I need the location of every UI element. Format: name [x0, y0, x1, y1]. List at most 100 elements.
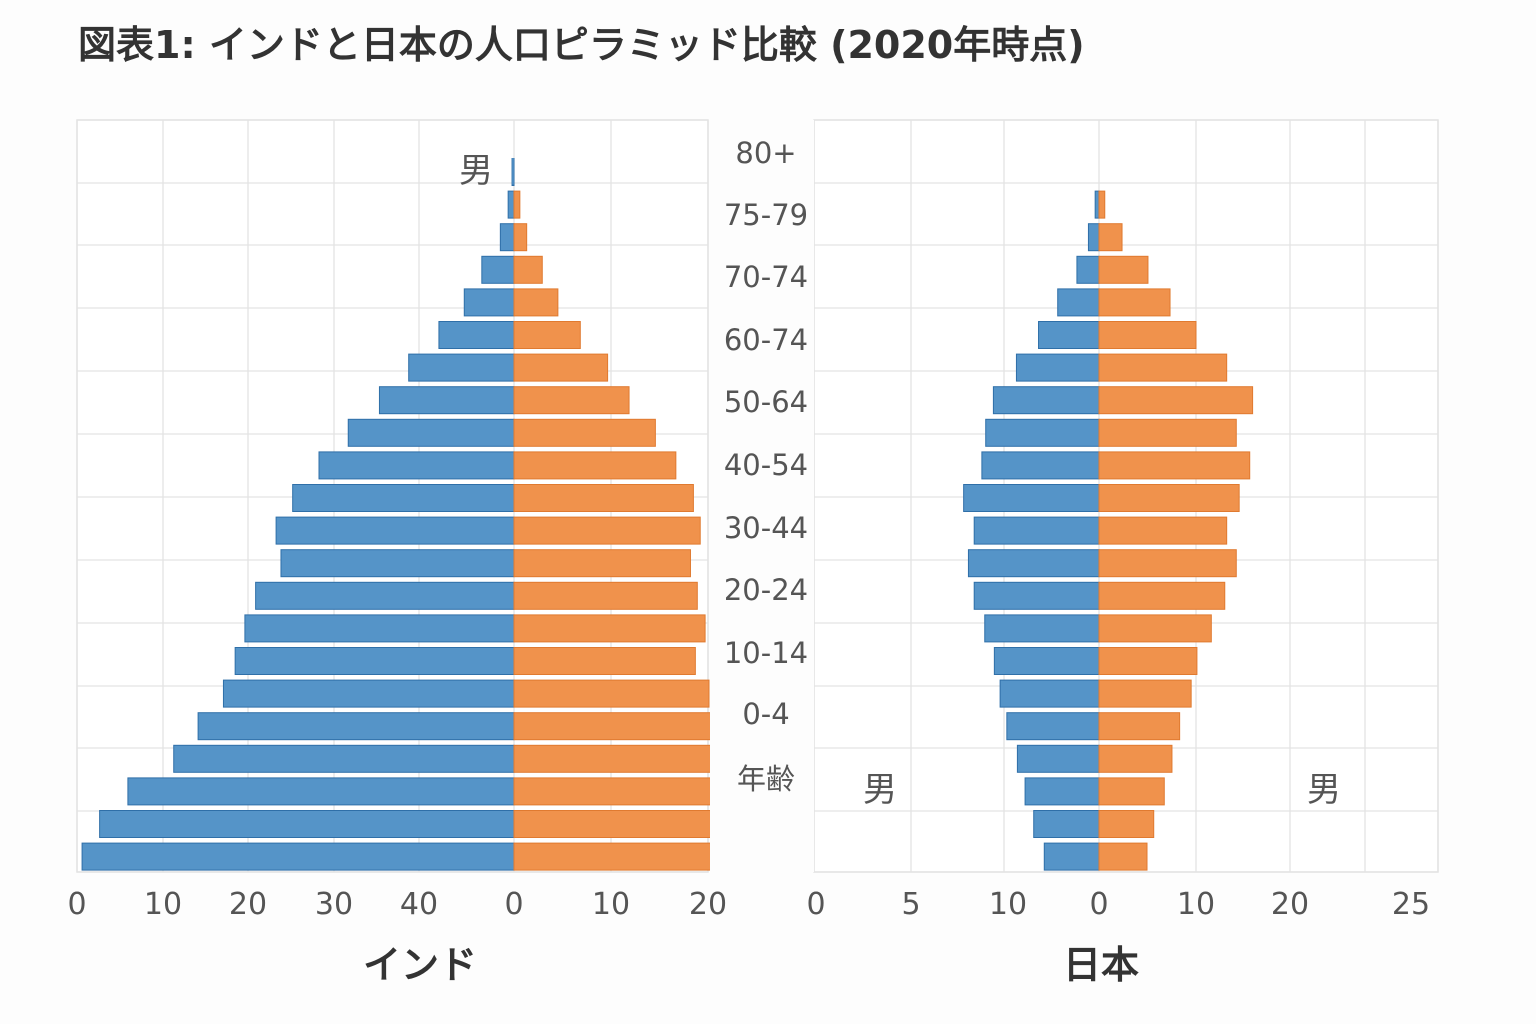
bar-male — [197, 712, 515, 741]
bar-male — [378, 386, 515, 415]
bar-male — [255, 581, 515, 610]
age-label: 0-4 — [742, 697, 789, 731]
bar-female — [1098, 810, 1155, 838]
bar-female — [1098, 255, 1149, 284]
bar-female — [513, 386, 630, 415]
bar-male — [984, 614, 1100, 643]
bar-female — [513, 712, 723, 741]
age-label-column — [710, 120, 814, 872]
bar-male — [507, 190, 515, 219]
bar-female — [513, 581, 698, 610]
bar-male — [318, 451, 515, 480]
x-tick-label: 0 — [1089, 887, 1108, 922]
bar-female — [513, 353, 609, 382]
bar-female — [1098, 223, 1123, 252]
japan-panel: 0 5 10 0 10 20 25 日本 男 男 — [806, 119, 1439, 987]
bar-female — [1098, 712, 1181, 741]
bar-female — [1098, 386, 1254, 415]
bar-female — [513, 842, 723, 871]
bar-female — [513, 288, 559, 317]
bar-male — [1024, 777, 1100, 806]
bar-female — [1098, 288, 1171, 317]
bar-female — [513, 190, 521, 219]
bar-male — [173, 744, 515, 773]
india-panel: 0 10 20 30 40 0 10 20 インド 男 — [67, 119, 727, 987]
bar-male — [463, 288, 515, 317]
x-tick-label: 10 — [144, 887, 182, 922]
sex-annotation: 男 — [1307, 770, 1341, 810]
x-tick-label: 25 — [1392, 887, 1430, 922]
bar-male — [993, 647, 1100, 675]
bar-male — [1094, 190, 1100, 219]
bar-female — [1098, 647, 1198, 675]
bar-male — [1057, 288, 1100, 317]
panel-title: インド — [363, 943, 477, 987]
bar-female — [513, 321, 581, 349]
x-tick-label: 0 — [806, 887, 825, 922]
bar-male — [973, 581, 1100, 610]
bar-female — [513, 777, 720, 806]
bar-female — [513, 549, 691, 578]
bar-female — [513, 223, 528, 252]
bar-male — [499, 223, 515, 252]
bar-female — [1098, 321, 1197, 349]
bar-male — [992, 386, 1100, 415]
age-label: 70-74 — [724, 260, 808, 294]
sex-annotation: 男 — [459, 151, 493, 191]
bar-male — [1087, 223, 1100, 252]
bar-male — [234, 647, 515, 675]
bar-male — [408, 353, 515, 382]
age-label: 75-79 — [724, 198, 808, 232]
bar-female — [1098, 418, 1237, 447]
bar-male — [981, 451, 1100, 480]
bar-male — [481, 255, 515, 284]
bar-female — [1098, 484, 1240, 512]
bar-female — [1098, 614, 1212, 643]
bar-male — [1076, 255, 1100, 284]
bar-female — [1098, 744, 1173, 773]
age-label: 40-54 — [724, 448, 808, 482]
bar-female — [513, 516, 701, 545]
bar-female — [1098, 451, 1251, 480]
x-tick-label: 5 — [901, 887, 920, 922]
bar-female — [513, 484, 694, 512]
x-tick-label: 40 — [400, 887, 438, 922]
bar-male — [244, 614, 515, 643]
bar-male — [1033, 810, 1100, 838]
x-tick-label: 10 — [989, 887, 1027, 922]
age-labels: 80+ 75-79 70-74 60-74 50-64 40-54 30-44 20-24 10… — [710, 120, 814, 872]
x-tick-label: 10 — [1177, 887, 1215, 922]
sex-annotation: 男 — [863, 770, 897, 810]
bar-female — [1098, 679, 1192, 708]
bar-female — [1098, 777, 1165, 806]
bar-female — [513, 679, 710, 708]
bar-male — [222, 679, 515, 708]
bar-male — [963, 484, 1100, 512]
bar-male — [280, 549, 515, 578]
bar-male — [292, 484, 515, 512]
bar-male — [1006, 712, 1100, 741]
bar-female — [1098, 549, 1237, 578]
x-tick-label: 30 — [315, 887, 353, 922]
bar-female — [1098, 842, 1148, 871]
bar-female — [513, 614, 706, 643]
bar-male — [127, 777, 515, 806]
age-label: 20-24 — [724, 573, 808, 607]
bar-male — [347, 418, 515, 447]
bar-male — [1015, 353, 1100, 382]
bar-male — [275, 516, 515, 545]
panel-title: 日本 — [1063, 943, 1139, 987]
age-axis-title: 年齢 — [737, 762, 795, 796]
chart-title: 図表1: インドと日本の人口ピラミッド比較 (2020年時点) — [78, 23, 1085, 67]
age-label: 60-74 — [724, 323, 808, 357]
bar-female — [1098, 581, 1226, 610]
bar-male — [1016, 744, 1100, 773]
bar-female — [513, 810, 722, 838]
bar-male — [973, 516, 1100, 545]
x-tick-label: 20 — [689, 887, 727, 922]
bar-male — [1043, 842, 1100, 871]
x-tick-label: 20 — [1271, 887, 1309, 922]
x-tick-label: 0 — [504, 887, 523, 922]
bar-female — [1098, 353, 1228, 382]
